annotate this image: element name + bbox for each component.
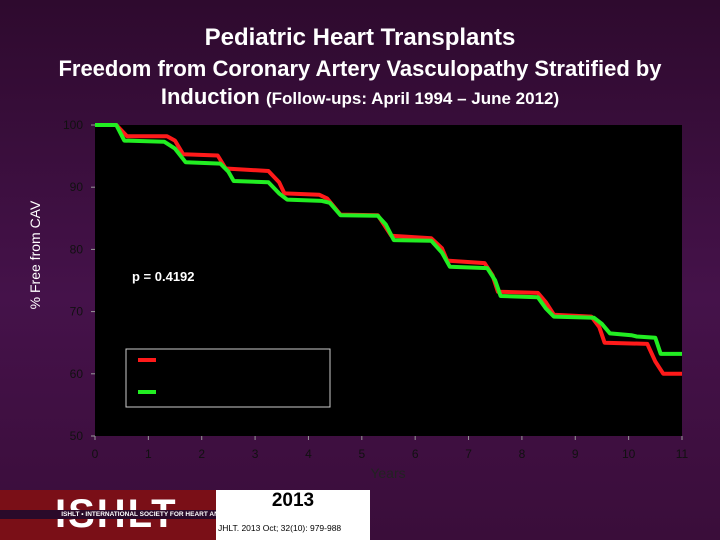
y-tick-label: 60 [70, 367, 84, 381]
report-year: 2013 [271, 490, 315, 511]
subtitle-main: Induction [160, 84, 260, 109]
y-tick-label: 100 [63, 118, 83, 132]
p-value-annotation: p = 0.4192 [132, 269, 195, 284]
legend-box [125, 348, 331, 408]
x-axis-label: Years [370, 465, 405, 481]
x-tick-label: 2 [198, 447, 205, 461]
chart-subtitle-line2: Induction (Follow-ups: April 1994 – June… [0, 84, 720, 110]
subtitle-followup: (Follow-ups: April 1994 – June 2012) [265, 89, 560, 108]
x-tick-label: 6 [412, 447, 419, 461]
page-title: Pediatric Heart Transplants [204, 24, 516, 51]
org-name: ISHLT • INTERNATIONAL SOCIETY FOR HEART … [0, 510, 370, 519]
x-tick-label: 0 [92, 447, 99, 461]
series-line-green [95, 123, 682, 356]
citation: JHLT. 2013 Oct; 32(10): 979-988 [218, 523, 342, 533]
x-tick-label: 8 [519, 447, 526, 461]
x-tick-label: 4 [305, 447, 312, 461]
series-line-red [95, 123, 682, 376]
citation-box: 2013 JHLT. 2013 Oct; 32(10): 979-988 [216, 490, 370, 540]
x-tick-label: 7 [465, 447, 472, 461]
x-axis: 0 1 2 3 4 5 6 7 8 9 10 11 [92, 436, 689, 461]
x-tick-label: 3 [252, 447, 259, 461]
y-tick-label: 70 [70, 305, 84, 319]
y-tick-label: 50 [70, 429, 84, 443]
x-tick-label: 5 [358, 447, 365, 461]
x-tick-label: 10 [622, 447, 636, 461]
x-tick-label: 11 [676, 447, 689, 461]
chart-subtitle-line1: Freedom from Coronary Artery Vasculopath… [58, 56, 662, 81]
x-tick-label: 9 [572, 447, 579, 461]
y-tick-label: 80 [70, 242, 84, 256]
y-tick-label: 90 [70, 180, 84, 194]
x-tick-label: 1 [145, 447, 152, 461]
y-axis-label: % Free from CAV [27, 200, 43, 309]
y-axis: 50 60 70 80 90 100 [63, 118, 95, 443]
series-group [95, 123, 682, 376]
